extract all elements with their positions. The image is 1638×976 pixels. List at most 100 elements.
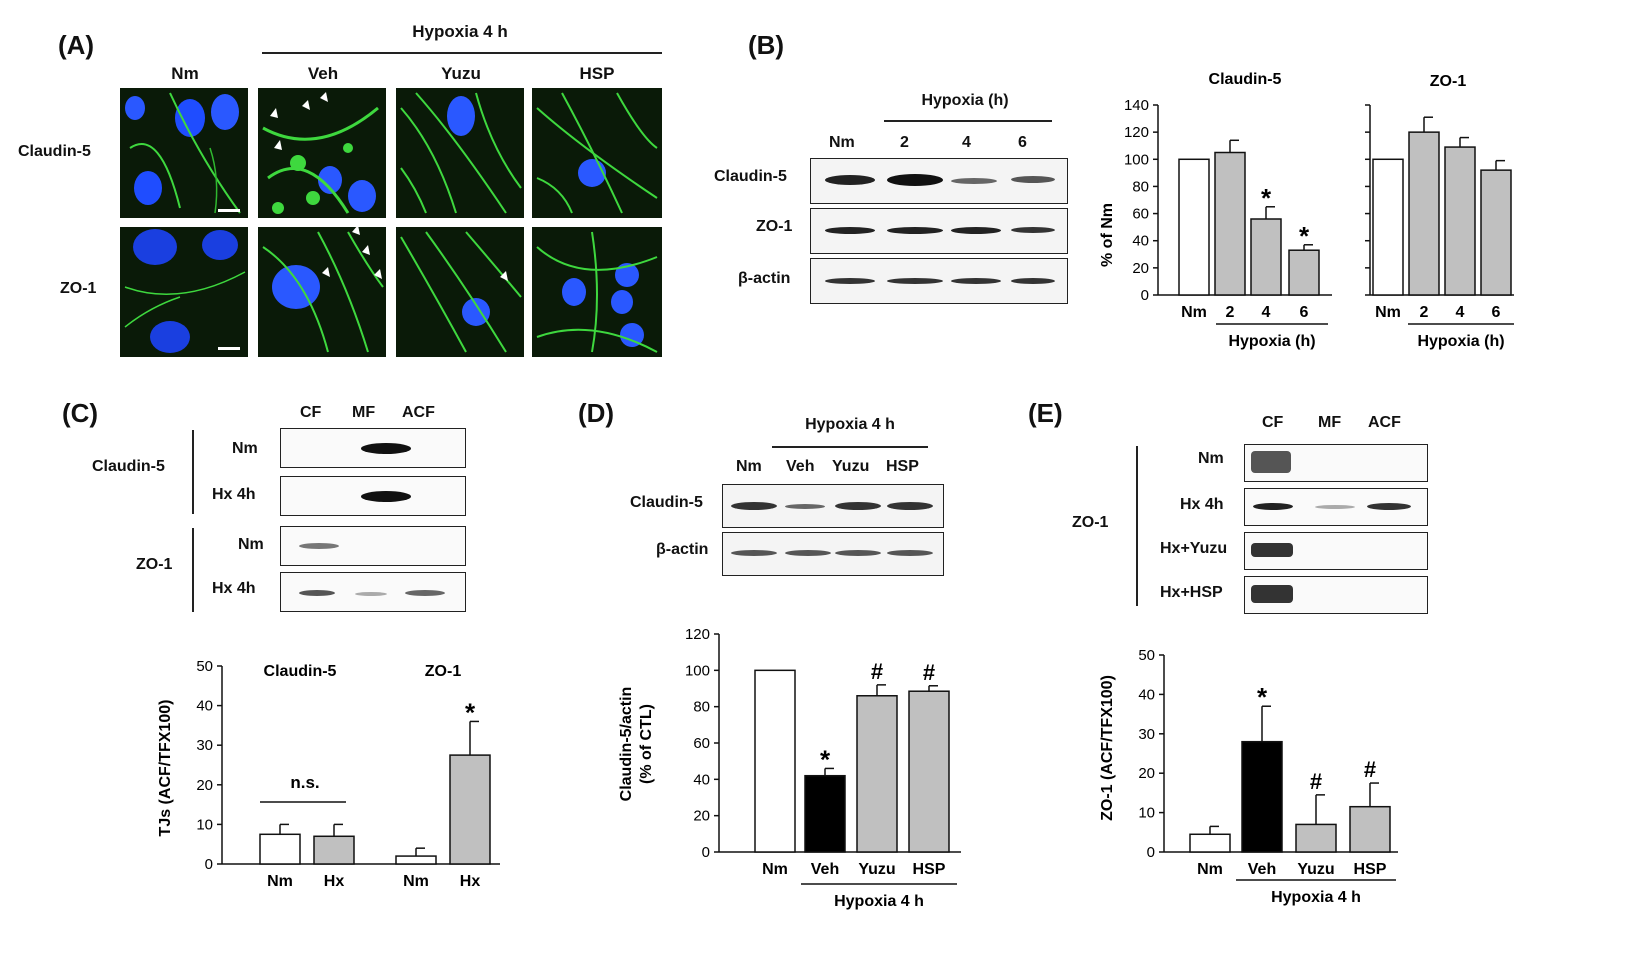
chart-c-ytick-label-3: 30: [196, 737, 213, 754]
chart-c-annotation-3: *: [465, 697, 476, 727]
chart-b-claudin5-xtick-label-2: 4: [1262, 304, 1271, 321]
panel-c-fraction-cf: CF: [300, 404, 322, 421]
chart-e: ZO-1 (ACF/TFX100) 0 10 20 30 40 50 Nm * Veh # Yuzu…: [1099, 647, 1398, 906]
chart-d-annotation-2: #: [871, 659, 883, 684]
panel-d-lane-yuzu: Yuzu: [832, 458, 870, 475]
chart-b-claudin5-annotation-2: *: [1261, 183, 1272, 213]
chart-d-annotation-3: #: [923, 660, 935, 685]
blot-e-hx-hsp: [1244, 576, 1428, 614]
panel-d-row-claudin5: Claudin-5: [630, 494, 703, 511]
chart-e-xtick-label-3: HSP: [1354, 861, 1387, 878]
panel-c-bracket-claudin5: [192, 430, 194, 514]
chart-c-plot: 0 10 20 30 40 50 Nm Hx Nm * Hx: [196, 658, 500, 890]
chart-b-claudin5-ytick-label-3: 60: [1132, 206, 1149, 223]
chart-b-claudin5-plot: 0 20 40 60 80 100 120 140 Nm 2 * 4 * 6 Hypoxia (h): [1124, 97, 1332, 350]
chart-b-claudin5-ytick-label-5: 100: [1124, 151, 1149, 168]
chart-b-zo1-title: ZO-1: [1430, 73, 1467, 90]
panel-b-lane-2: 2: [900, 134, 909, 151]
chart-d-ytick-label-0: 0: [702, 844, 710, 861]
chart-e-ytick-label-1: 10: [1138, 805, 1155, 822]
chart-b-zo1-xtick-label-3: 6: [1492, 304, 1501, 321]
panel-c-claudin5-nm: Nm: [232, 440, 258, 457]
chart-c: TJs (ACF/TFX100) Claudin-5 ZO-1 n.s. 0 10…: [157, 658, 500, 890]
micrograph-claudin5-veh: [258, 88, 386, 218]
panel-c-label: (C): [62, 398, 99, 428]
panel-d-blot-header: Hypoxia 4 h: [805, 416, 895, 433]
chart-d-bar-2: [856, 695, 898, 853]
chart-d-bar-0: [754, 669, 796, 853]
panel-e-label: (E): [1028, 398, 1063, 428]
chart-b-claudin5-group-label: Hypoxia (h): [1228, 333, 1315, 350]
panel-d-row-actin: β-actin: [656, 541, 709, 558]
chart-e-ytick-label-0: 0: [1147, 844, 1155, 861]
chart-b-claudin5-ytick-label-0: 0: [1141, 287, 1149, 304]
blot-e-hx-yuzu: [1244, 532, 1428, 570]
panel-b-row-claudin5: Claudin-5: [714, 168, 787, 185]
chart-d-ytick-label-1: 20: [693, 808, 710, 825]
panel-d-lane-veh: Veh: [786, 458, 815, 475]
panel-a-row-zo1: ZO-1: [60, 280, 97, 297]
blot-b-claudin5: [810, 158, 1068, 204]
panel-c-group-zo1: ZO-1: [136, 556, 173, 573]
blot-c-claudin5-nm: [280, 428, 466, 468]
panel-a-group-line: [262, 52, 662, 54]
chart-b: Claudin-5 ZO-1 % of Nm 0 20 40 60 80 100 120 14…: [1099, 71, 1514, 350]
panel-a-col-nm: Nm: [171, 64, 199, 83]
chart-c-ytick-label-1: 10: [196, 816, 213, 833]
chart-b-claudin5-xtick-label-1: 2: [1226, 304, 1235, 321]
chart-d-bar-1: [804, 774, 846, 853]
chart-c-ytick-label-0: 0: [205, 856, 213, 873]
panel-a-col-veh: Veh: [307, 64, 339, 83]
panel-a-col-hsp: HSP: [579, 64, 615, 83]
blot-b-actin: [810, 258, 1068, 304]
chart-d-ytick-label-4: 80: [693, 699, 710, 716]
chart-e-group-label: Hypoxia 4 h: [1271, 889, 1361, 906]
chart-b-claudin5-ytick-label-1: 20: [1132, 260, 1149, 277]
chart-b-zo1-bar-0: [1372, 158, 1404, 296]
chart-c-ytick-label-4: 40: [196, 698, 213, 715]
chart-c-xtick-label-1: Hx: [324, 873, 345, 890]
chart-e-bar-1: [1241, 740, 1283, 853]
panel-d-blot-header-line: [772, 446, 928, 448]
blot-d-claudin5: [722, 484, 944, 528]
chart-b-zo1-bar-3: [1480, 169, 1512, 296]
panel-b-row-zo1: ZO-1: [756, 218, 793, 235]
micrograph-claudin5-hsp: [532, 88, 662, 218]
panel-c-group-claudin5: Claudin-5: [92, 458, 165, 475]
chart-b-claudin5-ytick-label-6: 120: [1124, 124, 1149, 141]
chart-d-xtick-label-0: Nm: [762, 861, 788, 878]
panel-a-label: (A): [58, 30, 95, 60]
chart-d-ytick-label-2: 40: [693, 771, 710, 788]
chart-b-claudin5-ytick-label-7: 140: [1124, 97, 1149, 114]
chart-b-claudin5-bar-3: [1288, 249, 1320, 296]
chart-e-ytick-label-2: 20: [1138, 765, 1155, 782]
chart-e-ytick-label-5: 50: [1138, 647, 1155, 664]
chart-c-ns-label: n.s.: [290, 773, 319, 792]
panel-e-row-hx-yuzu: Hx+Yuzu: [1160, 540, 1228, 557]
chart-c-bar-1: [313, 835, 355, 865]
chart-c-xtick-label-2: Nm: [403, 873, 429, 890]
chart-d-ytick-label-6: 120: [685, 626, 710, 643]
chart-b-ylabel: % of Nm: [1099, 203, 1116, 267]
micrograph-zo1-hsp: [532, 227, 662, 357]
panel-b-lane-nm: Nm: [829, 134, 855, 151]
panel-d-lane-hsp: HSP: [886, 458, 919, 475]
panel-c-zo1-nm: Nm: [238, 536, 264, 553]
chart-c-bar-3: [449, 754, 491, 865]
chart-b-claudin5-title: Claudin-5: [1209, 71, 1282, 88]
blot-c-zo1-nm: [280, 526, 466, 566]
chart-b-zo1-xtick-label-1: 2: [1420, 304, 1429, 321]
panel-e-row-hx-hsp: Hx+HSP: [1160, 584, 1223, 601]
blot-e-nm: [1244, 444, 1428, 482]
chart-d-ytick-label-5: 100: [685, 662, 710, 679]
panel-c-fraction-mf: MF: [352, 404, 376, 421]
micrograph-claudin5-nm: [120, 88, 248, 218]
chart-e-plot: 0 10 20 30 40 50 Nm * Veh # Yuzu # HSP Hypoxia 4 h: [1138, 647, 1398, 906]
panel-c-zo1-hx4h: Hx 4h: [212, 580, 256, 597]
chart-e-xtick-label-0: Nm: [1197, 861, 1223, 878]
chart-b-zo1-bar-1: [1408, 131, 1440, 296]
panel-d-lane-nm: Nm: [736, 458, 762, 475]
chart-d-ylabel-line1: Claudin-5/actin: [618, 687, 635, 802]
chart-d-xtick-label-1: Veh: [811, 861, 839, 878]
chart-d-xtick-label-3: HSP: [913, 861, 946, 878]
